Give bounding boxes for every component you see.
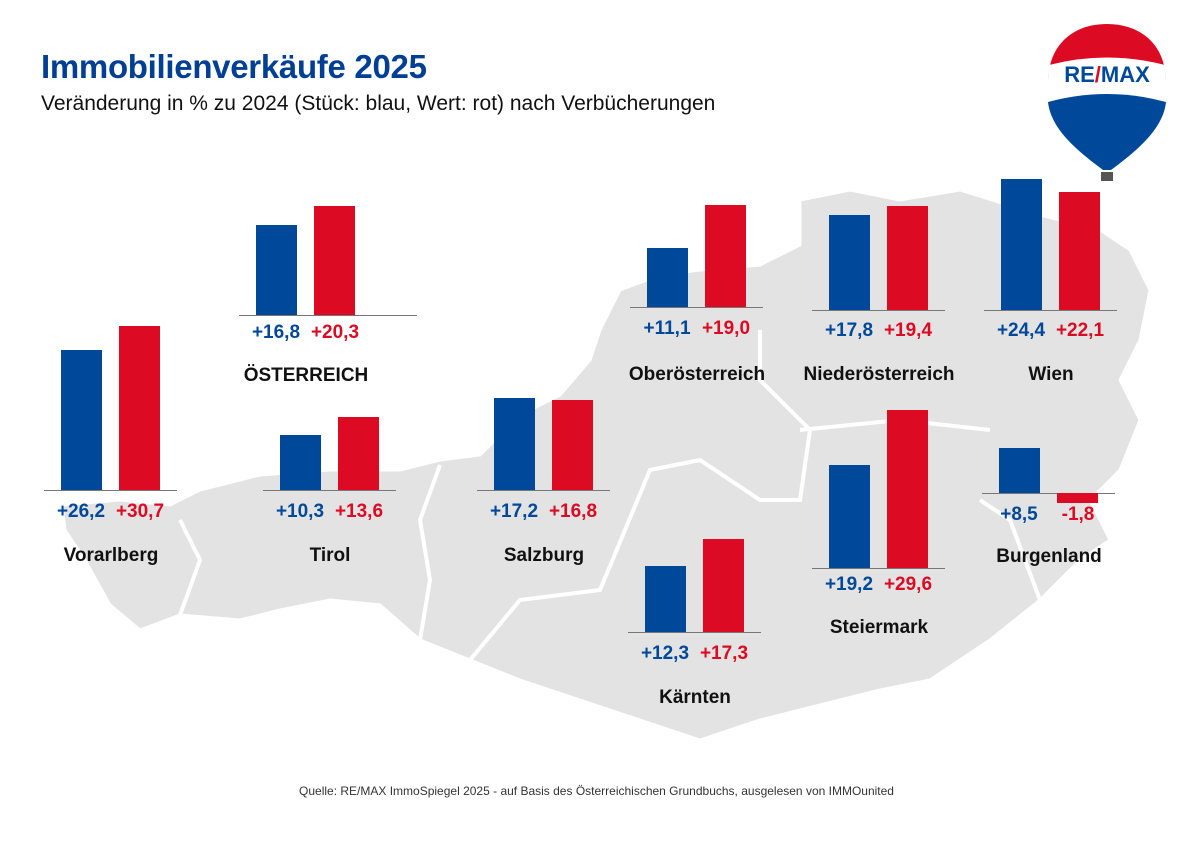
svg-text:RE/MAX: RE/MAX bbox=[1064, 62, 1150, 87]
region-name: Niederösterreich bbox=[803, 364, 955, 385]
baseline bbox=[239, 315, 417, 316]
value-label-stueck: +8,5 bbox=[1000, 504, 1038, 525]
bar-wert bbox=[703, 539, 744, 632]
bar-wert bbox=[1057, 493, 1098, 503]
region-name: Burgenland bbox=[996, 546, 1102, 567]
value-label-wert: +29,6 bbox=[883, 574, 933, 595]
bar-wert bbox=[314, 206, 355, 315]
bar-stueck bbox=[1001, 179, 1042, 310]
value-label-stueck: +10,3 bbox=[275, 501, 325, 522]
baseline bbox=[982, 493, 1115, 494]
value-label-wert: +13,6 bbox=[334, 501, 384, 522]
bar-wert bbox=[887, 409, 928, 568]
bar-stueck bbox=[999, 447, 1040, 493]
source-note: Quelle: RE/MAX ImmoSpiegel 2025 - auf Ba… bbox=[299, 784, 894, 798]
bar-wert bbox=[552, 400, 593, 490]
region-name: Kärnten bbox=[659, 687, 731, 708]
bar-wert bbox=[887, 206, 928, 310]
value-label-stueck: +24,4 bbox=[996, 320, 1046, 341]
value-label-stueck: +11,1 bbox=[643, 318, 691, 339]
region-name: Tirol bbox=[309, 545, 351, 566]
value-label-wert: +19,4 bbox=[883, 320, 933, 341]
value-label-stueck: +17,2 bbox=[489, 501, 539, 522]
value-label-stueck: +17,8 bbox=[824, 320, 874, 341]
value-label-wert: +17,3 bbox=[699, 643, 749, 664]
bar-wert bbox=[338, 417, 379, 490]
bar-stueck bbox=[829, 465, 870, 568]
region-name: Steiermark bbox=[829, 617, 929, 638]
bar-stueck bbox=[647, 247, 688, 307]
bar-wert bbox=[705, 205, 746, 307]
value-label-wert: +19,0 bbox=[701, 318, 751, 339]
bar-wert bbox=[1059, 191, 1100, 310]
value-label-stueck: +26,2 bbox=[56, 501, 106, 522]
value-label-stueck: +16,8 bbox=[251, 322, 301, 343]
bar-stueck bbox=[61, 349, 102, 490]
page-title: Immobilienverkäufe 2025 bbox=[41, 48, 427, 85]
value-label-stueck: +12,3 bbox=[640, 643, 690, 664]
baseline bbox=[812, 568, 945, 569]
bar-stueck bbox=[280, 434, 321, 490]
bar-wert bbox=[119, 325, 160, 490]
region-name: ÖSTERREICH bbox=[243, 365, 369, 386]
baseline bbox=[263, 490, 396, 491]
map-outline bbox=[60, 188, 1152, 742]
region-name: Wien bbox=[1028, 364, 1074, 385]
remax-balloon-logo: RE/MAX bbox=[1048, 24, 1166, 181]
baseline bbox=[984, 310, 1117, 311]
baseline bbox=[477, 490, 610, 491]
baseline bbox=[630, 307, 763, 308]
region-name: Oberösterreich bbox=[628, 364, 766, 385]
region-name: Vorarlberg bbox=[63, 545, 159, 566]
value-label-wert: +16,8 bbox=[548, 501, 598, 522]
value-label-stueck: +19,2 bbox=[824, 574, 874, 595]
value-label-wert: +30,7 bbox=[115, 501, 165, 522]
baseline bbox=[812, 310, 945, 311]
region-name: Salzburg bbox=[503, 545, 585, 566]
page-subtitle: Veränderung in % zu 2024 (Stück: blau, W… bbox=[41, 92, 716, 115]
baseline bbox=[44, 490, 177, 491]
bar-stueck bbox=[494, 397, 535, 490]
value-label-wert: +20,3 bbox=[310, 322, 360, 343]
bar-stueck bbox=[256, 225, 297, 315]
baseline bbox=[628, 632, 761, 633]
bar-stueck bbox=[645, 566, 686, 632]
bar-stueck bbox=[829, 214, 870, 310]
value-label-wert: +22,1 bbox=[1055, 320, 1105, 341]
value-label-wert: -1,8 bbox=[1061, 504, 1095, 525]
